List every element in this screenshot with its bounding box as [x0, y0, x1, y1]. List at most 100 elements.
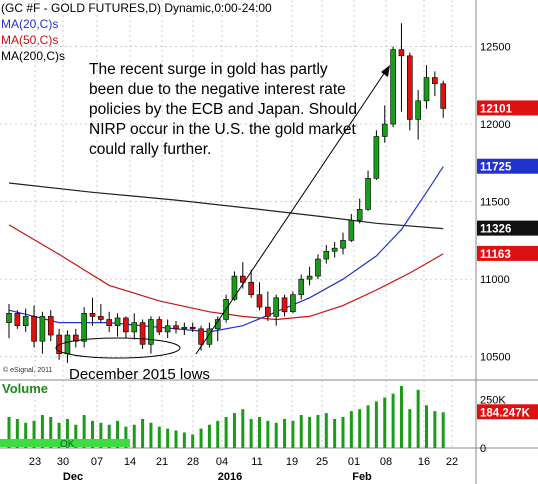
- candle-body: [340, 240, 346, 249]
- last-volume-tag-bg: [477, 404, 538, 420]
- volume-bar: [374, 401, 378, 448]
- volume-bar: [199, 428, 203, 448]
- volume-bar: [366, 405, 370, 448]
- ma200-value-tag: 11326: [480, 224, 511, 236]
- volume-bar: [316, 415, 320, 448]
- volume-bar: [441, 412, 445, 448]
- ma50-value-tag-bg: [477, 245, 538, 261]
- day-tick-label: 28: [187, 456, 199, 468]
- candle-body: [315, 258, 321, 277]
- candle-body: [240, 275, 246, 283]
- candle-body: [415, 100, 421, 120]
- trend-arrow-head: [381, 65, 390, 77]
- day-tick-label: 04: [216, 456, 228, 468]
- day-tick-label: 30: [57, 456, 69, 468]
- annotation-text: The recent surge in gold has partly been…: [89, 61, 357, 158]
- candle-body: [39, 316, 46, 342]
- ma200-value-tag-bg: [477, 220, 538, 236]
- candle-body: [106, 319, 112, 327]
- ma200-legend: MA(200,C)s: [1, 49, 66, 63]
- ma20-legend: MA(20,C)s: [1, 17, 59, 31]
- ma50-line: [8, 224, 444, 321]
- volume-bar: [207, 424, 211, 448]
- volume-bar: [291, 420, 295, 448]
- candle-body: [423, 77, 430, 102]
- day-tick-label: 16: [418, 456, 430, 468]
- copyright-text: © eSignal, 2011: [3, 367, 53, 374]
- volume-bar: [383, 397, 387, 448]
- candle-body: [139, 322, 146, 345]
- candle-body: [356, 209, 363, 221]
- candle-body: [198, 328, 204, 345]
- candle-body: [173, 325, 179, 330]
- ma50-value-tag: 11163: [480, 249, 511, 261]
- volume-bar: [149, 422, 153, 448]
- volume-bar: [224, 416, 228, 448]
- status-ok-label: OK: [60, 439, 75, 450]
- candle-body: [306, 275, 313, 280]
- day-tick-label: 11: [251, 456, 262, 468]
- candle-body: [181, 326, 188, 330]
- candle-body: [281, 297, 288, 313]
- volume-bar: [182, 432, 186, 448]
- candle-body: [398, 49, 405, 57]
- day-tick-label: 19: [286, 456, 298, 468]
- candle-body: [214, 319, 221, 330]
- candle-body: [64, 334, 71, 354]
- candle-body: [206, 328, 213, 345]
- volume-bar: [57, 422, 61, 448]
- ma20-value-tag: 11725: [480, 162, 512, 174]
- trend-arrow-line: [195, 71, 386, 355]
- candle-body: [432, 77, 438, 85]
- day-tick-label: 25: [316, 456, 328, 468]
- volume-bar: [249, 418, 253, 448]
- candle-body: [31, 316, 37, 342]
- volume-bar: [82, 415, 86, 448]
- volume-bar: [24, 422, 28, 448]
- volume-bar: [349, 411, 353, 448]
- volume-bar: [266, 420, 270, 448]
- volume-bar: [116, 420, 120, 448]
- candle-body: [131, 322, 138, 333]
- candle-body: [47, 316, 54, 336]
- price-tick-label: 11500: [480, 197, 510, 209]
- symbol-title: (GC #F - GOLD FUTURES,D) Dynamic,0:00-24…: [1, 1, 272, 15]
- volume-bar: [241, 409, 245, 448]
- day-tick-label: 14: [124, 456, 136, 468]
- volume-bar: [416, 389, 420, 448]
- volume-bar: [399, 385, 403, 448]
- volume-bar: [341, 416, 345, 448]
- volume-bar: [7, 416, 11, 448]
- last-price-tag: 12101: [480, 103, 513, 115]
- volume-bar: [49, 416, 53, 448]
- candle-body: [6, 313, 12, 323]
- volume-bar: [408, 409, 412, 448]
- candle-body: [14, 313, 21, 327]
- candle-body: [114, 317, 121, 327]
- day-tick-label: 21: [156, 456, 168, 468]
- day-tick-label: 01: [348, 456, 360, 468]
- candle-body: [381, 123, 388, 137]
- month-label: 2016: [218, 471, 242, 483]
- candle-body: [273, 297, 280, 317]
- volume-bar: [274, 422, 278, 448]
- lows-ellipse: [55, 337, 181, 359]
- ma200-line: [8, 182, 444, 230]
- day-tick-label: 23: [29, 456, 41, 468]
- volume-bar: [358, 409, 362, 448]
- month-label: Dec: [63, 471, 83, 483]
- candle-body: [248, 281, 254, 295]
- volume-bar: [91, 420, 94, 448]
- candle-body: [156, 319, 163, 333]
- candle-body: [323, 250, 330, 260]
- month-label: Feb: [352, 471, 372, 483]
- candle-body: [164, 325, 171, 333]
- candle-body: [98, 316, 104, 320]
- day-tick-label: 08: [380, 456, 392, 468]
- candle-body: [73, 334, 79, 342]
- volume-bar: [15, 418, 19, 448]
- volume-bar: [124, 426, 128, 448]
- candle-body: [331, 247, 338, 252]
- volume-bar: [74, 424, 78, 448]
